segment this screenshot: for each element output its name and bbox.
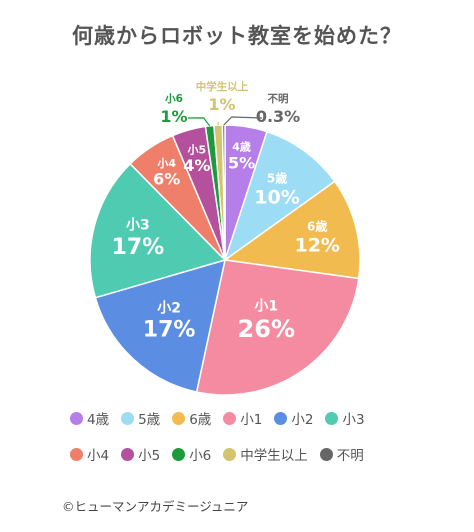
legend-swatch-10 [319, 447, 333, 461]
legend-label-6: 小4 [87, 448, 110, 464]
legend-item-9: 中学生以上 [223, 444, 308, 464]
slice-value-9: 1% [208, 95, 235, 114]
slice-label-4: 小2 [157, 300, 181, 316]
legend-swatch-4 [274, 411, 288, 425]
legend-swatch-9 [223, 447, 237, 461]
legend-item-4: 小2 [274, 408, 313, 428]
slice-value-0: 5% [228, 153, 255, 172]
legend-item-2: 6歳 [172, 408, 211, 428]
slice-value-8: 1% [160, 107, 187, 126]
legend-label-5: 小3 [342, 412, 365, 428]
legend-label-0: 4歳 [87, 412, 110, 428]
legend-label-3: 小1 [240, 412, 263, 428]
legend-item-8: 小6 [172, 444, 211, 464]
legend-row: 小4 小5 小6 中学生以上 不明 [70, 444, 450, 470]
slice-label-2: 6歳 [307, 219, 327, 234]
legend-label-1: 5歳 [138, 412, 161, 428]
leader-line-10 [223, 116, 263, 126]
slice-value-7: 4% [183, 156, 210, 175]
legend-swatch-7 [121, 447, 135, 461]
slice-value-2: 12% [294, 234, 339, 256]
legend-item-7: 小5 [121, 444, 160, 464]
pie-slice-2 [223, 180, 361, 280]
legend-swatch-1 [121, 411, 135, 425]
slice-value-10: 0.3% [256, 107, 300, 126]
legend-item-10: 不明 [319, 444, 364, 464]
slice-value-1: 10% [254, 186, 299, 208]
slice-value-4: 17% [143, 318, 196, 343]
legend-row: 4歳 5歳 6歳 小1 小2 小3 [70, 408, 450, 434]
legend-label-4: 小2 [291, 412, 314, 428]
slice-label-7: 小5 [186, 142, 206, 156]
legend-item-6: 小4 [70, 444, 109, 464]
legend-item-3: 小1 [223, 408, 262, 428]
legend-swatch-5 [325, 411, 339, 425]
legend-swatch-0 [70, 411, 83, 425]
legend-item-0: 4歳 [70, 408, 109, 428]
legend-label-7: 小5 [138, 448, 161, 464]
slice-label-10: 不明 [268, 93, 289, 105]
slice-label-9: 中学生以上 [196, 80, 249, 93]
slice-label-3: 小1 [254, 299, 278, 315]
pie-slice-3 [195, 259, 360, 396]
legend-item-5: 小3 [325, 408, 365, 428]
pie-chart: 4歳5%5歳10%6歳12%小126%小217%小317%小46%小54%小61… [89, 80, 361, 396]
slice-value-6: 6% [153, 170, 180, 189]
legend-swatch-2 [172, 411, 186, 425]
legend-swatch-6 [70, 447, 83, 461]
pie-slice-1 [223, 130, 336, 262]
slice-label-1: 5歳 [267, 170, 287, 185]
legend-label-8: 小6 [189, 448, 212, 464]
slice-label-6: 小4 [156, 156, 176, 170]
slice-value-5: 17% [112, 235, 165, 260]
chart-title: 何歳からロボット教室を始めた？ [72, 24, 402, 48]
legend: 4歳 5歳 6歳 小1 小2 小3 小4 小5 小6 中学生以上 不明 [70, 408, 450, 480]
slice-value-3: 26% [238, 315, 295, 343]
legend-label-9: 中学生以上 [240, 448, 308, 464]
pie-slice-5 [89, 162, 227, 299]
legend-label-10: 不明 [336, 448, 364, 464]
legend-swatch-8 [172, 447, 186, 461]
slice-label-5: 小3 [126, 218, 150, 234]
legend-item-1: 5歳 [121, 408, 160, 428]
pie-slice-4 [94, 258, 226, 393]
legend-swatch-3 [223, 411, 237, 425]
leader-line-8 [187, 117, 211, 127]
slice-label-8: 小6 [164, 92, 183, 105]
legend-label-2: 6歳 [189, 412, 212, 428]
slice-label-0: 4歳 [232, 140, 251, 154]
copyright-credit: ©ヒューマンアカデミージュニア [62, 499, 249, 514]
